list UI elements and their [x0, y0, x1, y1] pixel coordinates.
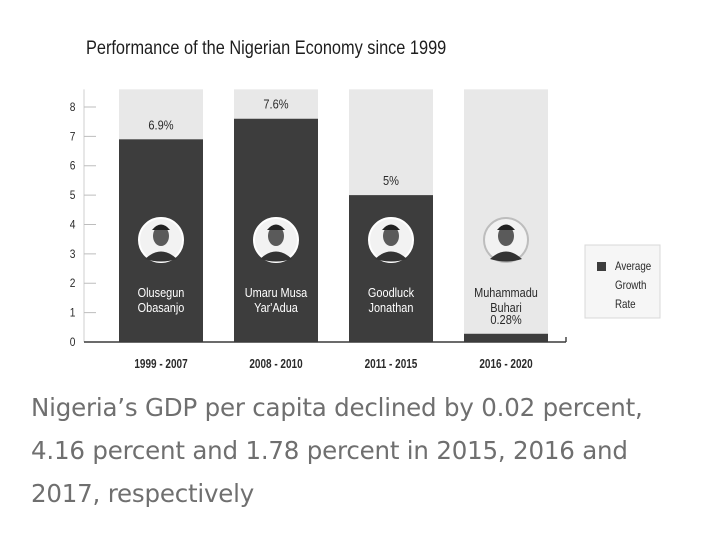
legend-label: Average Growth Rate [615, 260, 651, 311]
y-tick-label: 8 [70, 101, 76, 114]
bar-person-name: Goodluck [368, 285, 415, 300]
x-tick-label: 2016 - 2020 [479, 358, 532, 371]
chart-title: Performance of the Nigerian Economy sinc… [86, 37, 446, 58]
bar-background [464, 89, 548, 342]
bar-person-name: Jonathan [369, 300, 414, 315]
y-tick-label: 3 [70, 248, 76, 261]
y-tick-label: 0 [70, 336, 76, 349]
bar-person-name: Obasanjo [138, 300, 185, 315]
bar-person-name: Olusegun [138, 285, 185, 300]
portrait-icon [138, 217, 184, 263]
y-axis: 0 1 2 3 4 5 6 7 8 [70, 89, 96, 349]
portrait-icon [253, 217, 299, 263]
y-tick-label: 1 [70, 307, 76, 320]
bar-value-label: 0.28% [490, 312, 522, 327]
x-tick-label: 2008 - 2010 [249, 358, 302, 371]
x-axis: 1999 - 2007 2008 - 2010 2011 - 2015 2016 - … [84, 337, 567, 371]
y-tick-label: 6 [70, 160, 76, 173]
y-tick-label: 4 [70, 219, 76, 232]
y-tick-label: 2 [70, 278, 76, 291]
portrait-icon [368, 217, 414, 263]
figure-caption: Nigeria’s GDP per capita declined by 0.0… [31, 393, 643, 508]
legend-swatch [597, 262, 606, 271]
bar-value-label: 6.9% [148, 117, 173, 132]
x-tick-label: 2011 - 2015 [365, 358, 418, 371]
x-tick-label: 1999 - 2007 [134, 358, 187, 371]
legend-box [584, 244, 661, 319]
gdp-growth-chart: Performance of the Nigerian Economy sinc… [69, 36, 661, 372]
legend: Average Growth Rate [584, 244, 661, 319]
y-tick-label: 5 [70, 189, 76, 202]
bar-person-name: Umaru Musa [245, 285, 308, 300]
portraits [138, 217, 529, 263]
bar-person-name: Yar'Adua [254, 300, 298, 315]
bar-value-label: 5% [383, 173, 399, 188]
y-tick-label: 7 [70, 131, 76, 144]
bar-person-name: Buhari [490, 300, 522, 315]
portrait-icon [483, 217, 529, 263]
bar [464, 333, 548, 342]
bar-person-name: Muhammadu [474, 285, 538, 300]
bar-value-label: 7.6% [263, 97, 288, 112]
